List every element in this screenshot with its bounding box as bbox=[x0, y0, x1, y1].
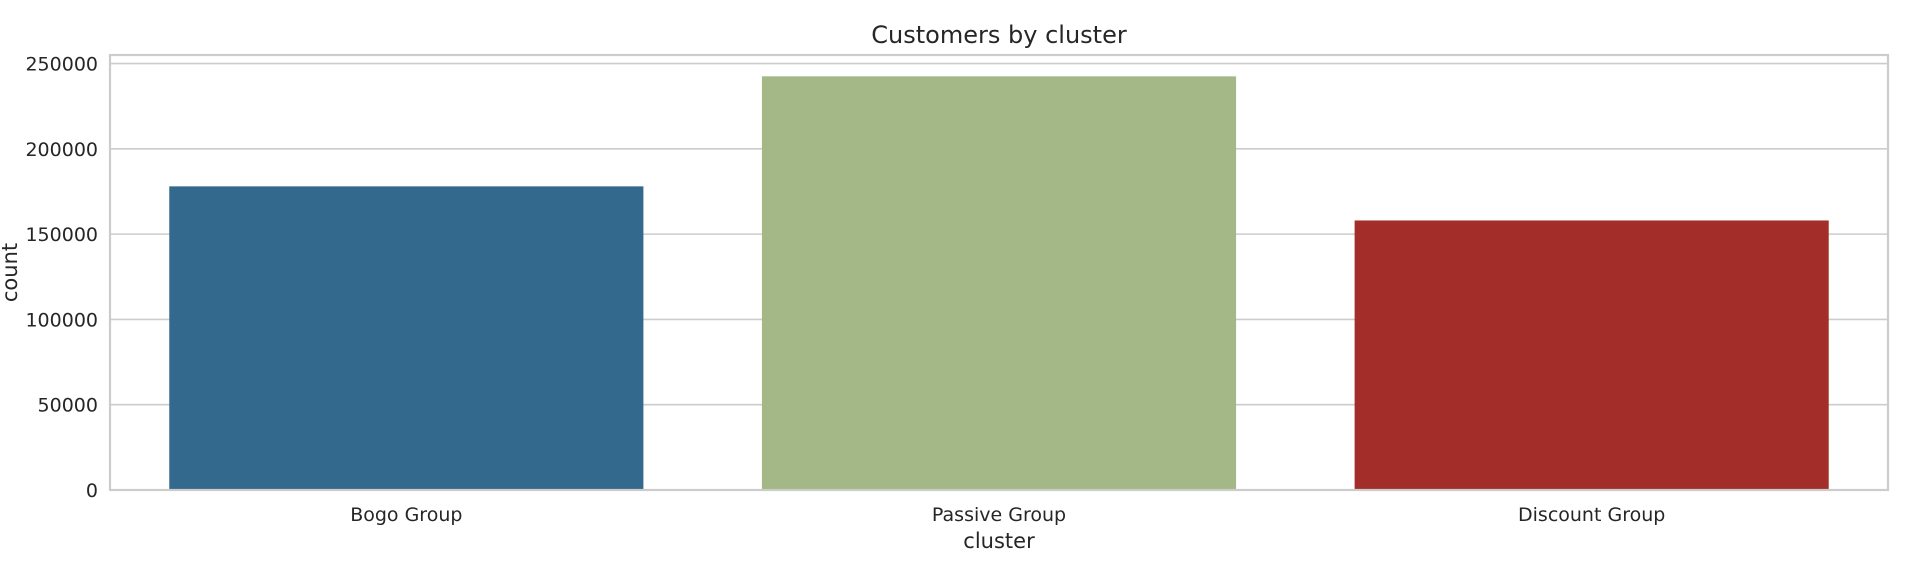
y-tick-label: 100000 bbox=[25, 309, 98, 331]
x-axis-label: cluster bbox=[963, 529, 1035, 553]
y-tick-labels: 0 50000 100000 150000 200000 250000 bbox=[25, 54, 98, 502]
y-tick-label: 250000 bbox=[25, 54, 98, 76]
y-tick-label: 150000 bbox=[25, 224, 98, 246]
bars bbox=[169, 76, 1829, 490]
x-tick-label: Passive Group bbox=[932, 504, 1066, 526]
x-tick-label: Bogo Group bbox=[350, 504, 462, 526]
bar-discount-group bbox=[1354, 220, 1829, 490]
y-tick-label: 0 bbox=[86, 480, 98, 502]
plot-frame bbox=[108, 53, 1890, 492]
bar-bogo-group bbox=[169, 186, 644, 490]
x-tick-label: Discount Group bbox=[1518, 504, 1665, 526]
x-tick-labels: Bogo Group Passive Group Discount Group bbox=[350, 504, 1665, 526]
y-axis-label: count bbox=[0, 243, 22, 302]
chart-title: Customers by cluster bbox=[871, 21, 1127, 49]
y-tick-label: 50000 bbox=[38, 395, 98, 417]
bar-passive-group bbox=[761, 76, 1237, 490]
y-tick-label: 200000 bbox=[25, 139, 98, 161]
